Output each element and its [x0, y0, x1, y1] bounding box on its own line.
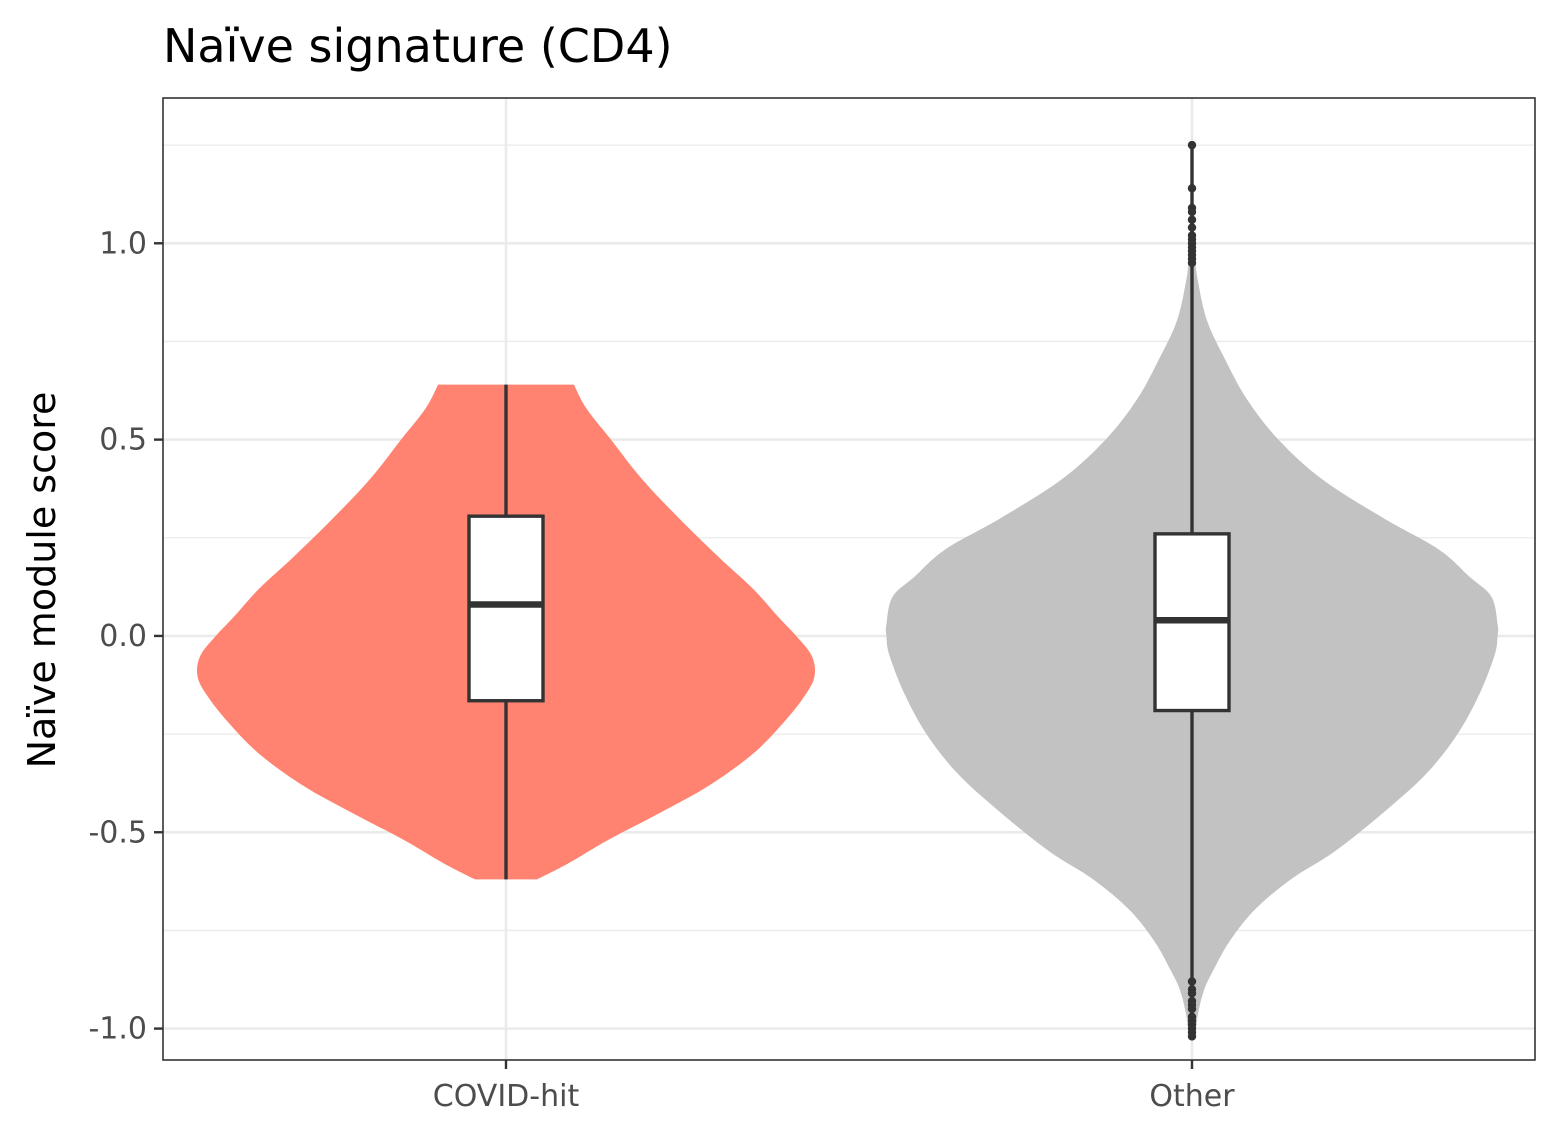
x-tick-label: COVID-hit — [433, 1079, 580, 1114]
violins — [196, 259, 1499, 1037]
outlier-points — [1187, 140, 1197, 1041]
outlier-point — [1187, 223, 1197, 232]
y-tick-label: 0.5 — [99, 423, 147, 458]
outlier-point — [1187, 215, 1197, 224]
outlier-point — [1187, 977, 1197, 986]
box-iqr — [467, 514, 545, 703]
outlier-point — [1187, 1004, 1197, 1014]
x-tick-label: Other — [1149, 1079, 1235, 1114]
outlier-point — [1187, 1032, 1197, 1041]
panel-border — [162, 97, 1536, 1061]
outlier-point — [1187, 989, 1197, 998]
y-tick-label: 0.0 — [99, 619, 147, 654]
y-tick-label: -0.5 — [88, 815, 147, 850]
y-axis-label: Naïve module score — [20, 392, 64, 769]
outlier-point — [1187, 140, 1197, 150]
boxplots — [467, 145, 1231, 1037]
outlier-point — [1187, 207, 1197, 217]
outlier-point — [1187, 258, 1197, 268]
outlier-point — [1187, 184, 1197, 193]
y-tick-label: 1.0 — [99, 226, 147, 261]
y-tick-label: -1.0 — [88, 1012, 147, 1047]
chart-title: Naïve signature (CD4) — [163, 19, 673, 73]
axes: -1.0 -0.5 0.0 0.5 1.0 COVID-hit Other — [88, 226, 1235, 1114]
